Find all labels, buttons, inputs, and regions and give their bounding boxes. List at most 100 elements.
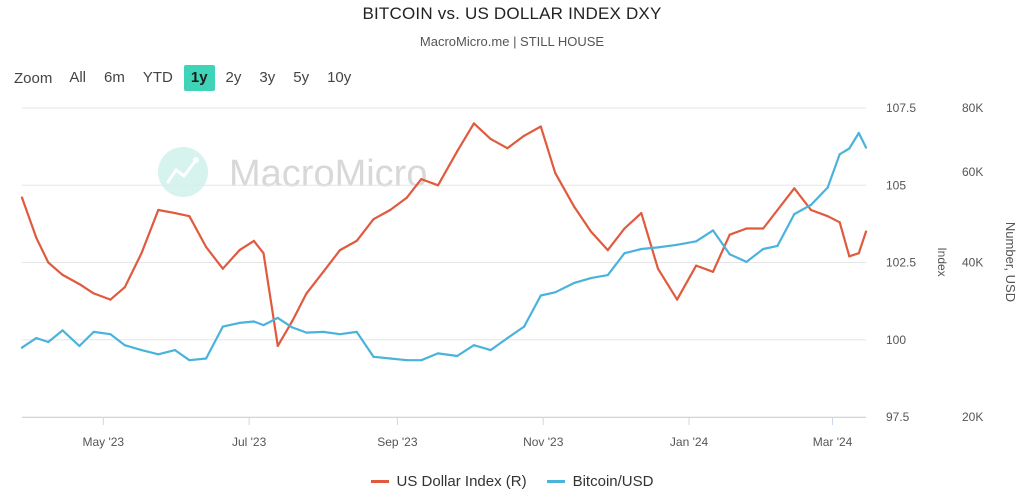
data-point-btc — [728, 253, 731, 256]
y-axis-left: 107.5 105 102.5 100 97.5 — [886, 101, 916, 424]
data-point-btc — [793, 213, 796, 216]
data-point-btc — [322, 330, 325, 333]
data-point-btc — [809, 203, 813, 206]
data-point-dxy — [554, 171, 557, 174]
data-point-btc — [173, 349, 177, 352]
data-point-btc — [420, 359, 423, 362]
data-point-dxy — [35, 236, 38, 239]
data-point-dxy — [623, 227, 626, 230]
data-point-dxy — [173, 212, 177, 215]
data-point-dxy — [656, 267, 660, 270]
data-point-dxy — [188, 215, 191, 218]
data-point-btc — [489, 349, 492, 352]
data-point-dxy — [776, 208, 779, 212]
data-point-dxy — [140, 252, 143, 255]
data-point-dxy — [711, 270, 715, 273]
series-line-btc-points — [20, 131, 868, 362]
x-tick-label: Mar '24 — [813, 435, 853, 449]
data-point-btc — [848, 147, 851, 150]
data-point-dxy — [745, 227, 748, 230]
x-tick-label: Jan '24 — [670, 435, 709, 449]
series-line-dxy — [20, 122, 868, 347]
zoom-all-button[interactable]: All — [62, 65, 93, 91]
y-right-tick-label: 40K — [962, 256, 983, 270]
zoom-6m-button[interactable]: 6m — [97, 65, 132, 91]
legend-swatch-btc — [546, 480, 565, 483]
data-point-btc — [456, 354, 459, 358]
data-point-btc — [305, 331, 308, 334]
data-point-dxy — [809, 208, 813, 212]
data-point-btc — [262, 324, 265, 327]
watermark-text: MacroMicro — [229, 153, 427, 195]
data-point-btc — [372, 355, 375, 358]
series-line-btc — [20, 131, 868, 362]
data-point-btc — [188, 359, 191, 362]
data-point-btc — [506, 337, 509, 340]
data-point-btc — [252, 320, 255, 323]
data-point-btc — [623, 252, 626, 255]
y-left-tick-label: 100 — [886, 333, 906, 347]
data-point-dxy — [157, 208, 160, 212]
data-point-dxy — [405, 196, 408, 199]
data-point-btc — [276, 316, 279, 319]
data-point-btc — [826, 186, 829, 189]
data-point-btc — [857, 131, 860, 135]
data-point-btc — [589, 277, 593, 280]
data-point-btc — [140, 349, 143, 352]
data-point-dxy — [305, 292, 308, 295]
data-point-btc — [656, 246, 660, 249]
data-point-dxy — [793, 187, 796, 190]
data-point-dxy — [864, 230, 868, 233]
data-point-btc — [711, 229, 715, 232]
data-point-btc — [338, 333, 342, 336]
data-point-dxy — [436, 184, 440, 187]
data-point-btc — [61, 329, 64, 332]
data-point-btc — [676, 243, 679, 246]
data-point-dxy — [221, 267, 224, 270]
data-point-btc — [35, 337, 38, 340]
zoom-1y-button[interactable]: 1y — [183, 65, 215, 91]
data-point-dxy — [389, 208, 392, 212]
y-left-tick-label: 105 — [886, 178, 906, 192]
legend-item-dxy[interactable]: US Dollar Index (R) — [370, 473, 527, 490]
data-point-dxy — [838, 221, 841, 224]
data-point-btc — [20, 346, 24, 349]
data-point-dxy — [92, 292, 95, 295]
data-point-btc — [47, 340, 50, 344]
zoom-bar: Zoom All 6m YTD 1y 2y 3y 5y 10y — [14, 64, 362, 92]
data-point-dxy — [640, 212, 643, 215]
data-point-dxy — [606, 249, 609, 252]
zoom-5y-button[interactable]: 5y — [286, 65, 316, 91]
zoom-2y-button[interactable]: 2y — [219, 65, 249, 91]
x-tick-label: Jul '23 — [232, 435, 267, 449]
legend: US Dollar Index (R) Bitcoin/USD — [0, 473, 1024, 490]
data-point-dxy — [589, 230, 593, 233]
data-point-btc — [123, 344, 126, 347]
data-point-dxy — [523, 134, 526, 137]
y-left-tick-label: 97.5 — [886, 410, 910, 424]
data-point-dxy — [47, 261, 50, 264]
data-point-btc — [436, 352, 440, 355]
data-point-btc — [109, 333, 112, 336]
zoom-ytd-button[interactable]: YTD — [136, 65, 180, 91]
zoom-10y-button[interactable]: 10y — [320, 65, 358, 91]
zoom-3y-button[interactable]: 3y — [252, 65, 282, 91]
data-point-btc — [606, 274, 609, 277]
data-point-dxy — [695, 264, 698, 267]
data-point-dxy — [61, 273, 64, 276]
legend-item-btc[interactable]: Bitcoin/USD — [546, 473, 654, 490]
series-group — [20, 122, 868, 362]
chart-subtitle: MacroMicro.me | STILL HOUSE — [419, 34, 605, 49]
data-point-btc — [157, 353, 160, 356]
data-point-dxy — [322, 270, 325, 273]
data-point-dxy — [355, 239, 358, 242]
data-point-dxy — [262, 252, 265, 255]
data-point-btc — [864, 146, 868, 149]
data-point-dxy — [123, 286, 126, 289]
data-point-dxy — [205, 245, 208, 249]
y-axis-right: 80K 60K 40K 20K — [962, 101, 983, 424]
legend-label-btc: Bitcoin/USD — [572, 473, 654, 490]
data-point-dxy — [848, 255, 851, 258]
x-tick-label: May '23 — [82, 435, 124, 449]
